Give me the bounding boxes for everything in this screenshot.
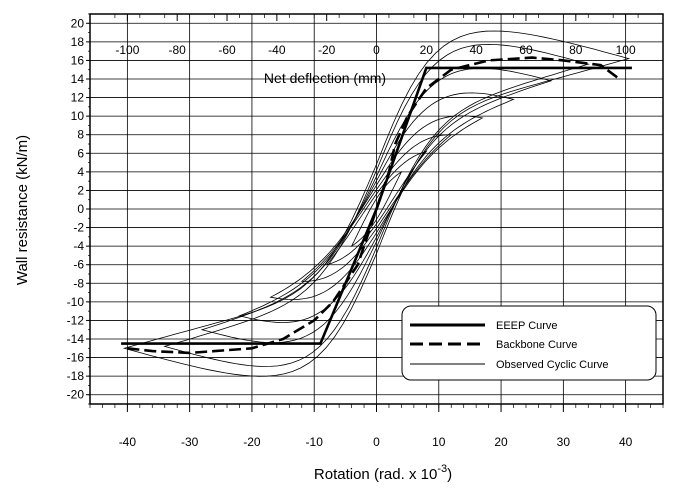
- y-tick-label: -4: [73, 239, 84, 253]
- axis-layer: -20-18-16-14-12-10-8-6-4-202468101214161…: [67, 13, 664, 449]
- top-tick-label: -80: [169, 43, 187, 57]
- y-tick-label: 20: [71, 16, 85, 30]
- top-tick-label: 100: [616, 43, 636, 57]
- legend: EEEP Curve Backbone Curve Observed Cycli…: [401, 305, 657, 381]
- x-tick-label: 10: [432, 435, 446, 449]
- cyclic-loop: [238, 92, 515, 323]
- cyclic-loop: [269, 115, 484, 300]
- eeep-curve: [121, 66, 632, 345]
- y-tick-label: 6: [77, 146, 84, 160]
- cyclic-loop: [163, 43, 590, 367]
- top-tick-label: 80: [569, 43, 583, 57]
- x-axis-label-superscript: -3: [437, 463, 447, 475]
- top-tick-label: 20: [420, 43, 434, 57]
- y-tick-label: 16: [71, 53, 85, 67]
- y-tick-label: -14: [67, 332, 85, 346]
- y-tick-label: -8: [73, 276, 84, 290]
- legend-label-cyclic: Observed Cyclic Curve: [496, 359, 608, 371]
- top-tick-label: 0: [373, 43, 380, 57]
- cyclic-loop: [300, 134, 453, 282]
- y-tick-label: 10: [71, 109, 85, 123]
- top-tick-label: -60: [218, 43, 236, 57]
- x-axis-label: Rotation (rad. x 10-3): [314, 463, 452, 483]
- x-tick-label: -10: [306, 435, 324, 449]
- x-axis-label-text: Rotation (rad. x 10: [314, 466, 437, 483]
- x-tick-label: -20: [243, 435, 261, 449]
- top-axis-label: Net deflection (mm): [264, 70, 386, 86]
- top-tick-label: -20: [318, 43, 336, 57]
- x-tick-label: -30: [181, 435, 199, 449]
- series-layer: [121, 30, 632, 377]
- top-tick-label: -40: [268, 43, 286, 57]
- y-tick-label: 18: [71, 35, 85, 49]
- top-tick-label: -100: [115, 43, 139, 57]
- top-tick-label: 40: [469, 43, 483, 57]
- legend-label-eeep: EEEP Curve: [496, 320, 558, 332]
- cyclic-loop: [200, 67, 553, 344]
- x-tick-label: 0: [373, 435, 380, 449]
- y-tick-label: -10: [67, 295, 85, 309]
- y-tick-label: 2: [77, 183, 84, 197]
- cyclic-loop: [122, 30, 631, 377]
- y-tick-label: -20: [67, 388, 85, 402]
- top-tick-label: 60: [519, 43, 533, 57]
- y-tick-label: 4: [77, 165, 84, 179]
- y-tick-label: -16: [67, 351, 85, 365]
- y-tick-label: -18: [67, 369, 85, 383]
- y-tick-label: 14: [71, 72, 85, 86]
- x-tick-label: -40: [119, 435, 137, 449]
- y-tick-label: -12: [67, 313, 85, 327]
- cyclic-loop: [325, 150, 428, 266]
- x-tick-label: 30: [557, 435, 571, 449]
- legend-label-backbone: Backbone Curve: [496, 339, 577, 351]
- y-tick-label: 8: [77, 128, 84, 142]
- y-tick-label: 12: [71, 91, 85, 105]
- y-tick-label: -6: [73, 258, 84, 272]
- y-tick-label: -2: [73, 221, 84, 235]
- x-axis-label-close: ): [447, 466, 452, 483]
- x-tick-label: 40: [619, 435, 633, 449]
- y-tick-label: 0: [77, 202, 84, 216]
- y-axis-label: Wall resistance (kN/m): [14, 135, 31, 285]
- x-tick-label: 20: [494, 435, 508, 449]
